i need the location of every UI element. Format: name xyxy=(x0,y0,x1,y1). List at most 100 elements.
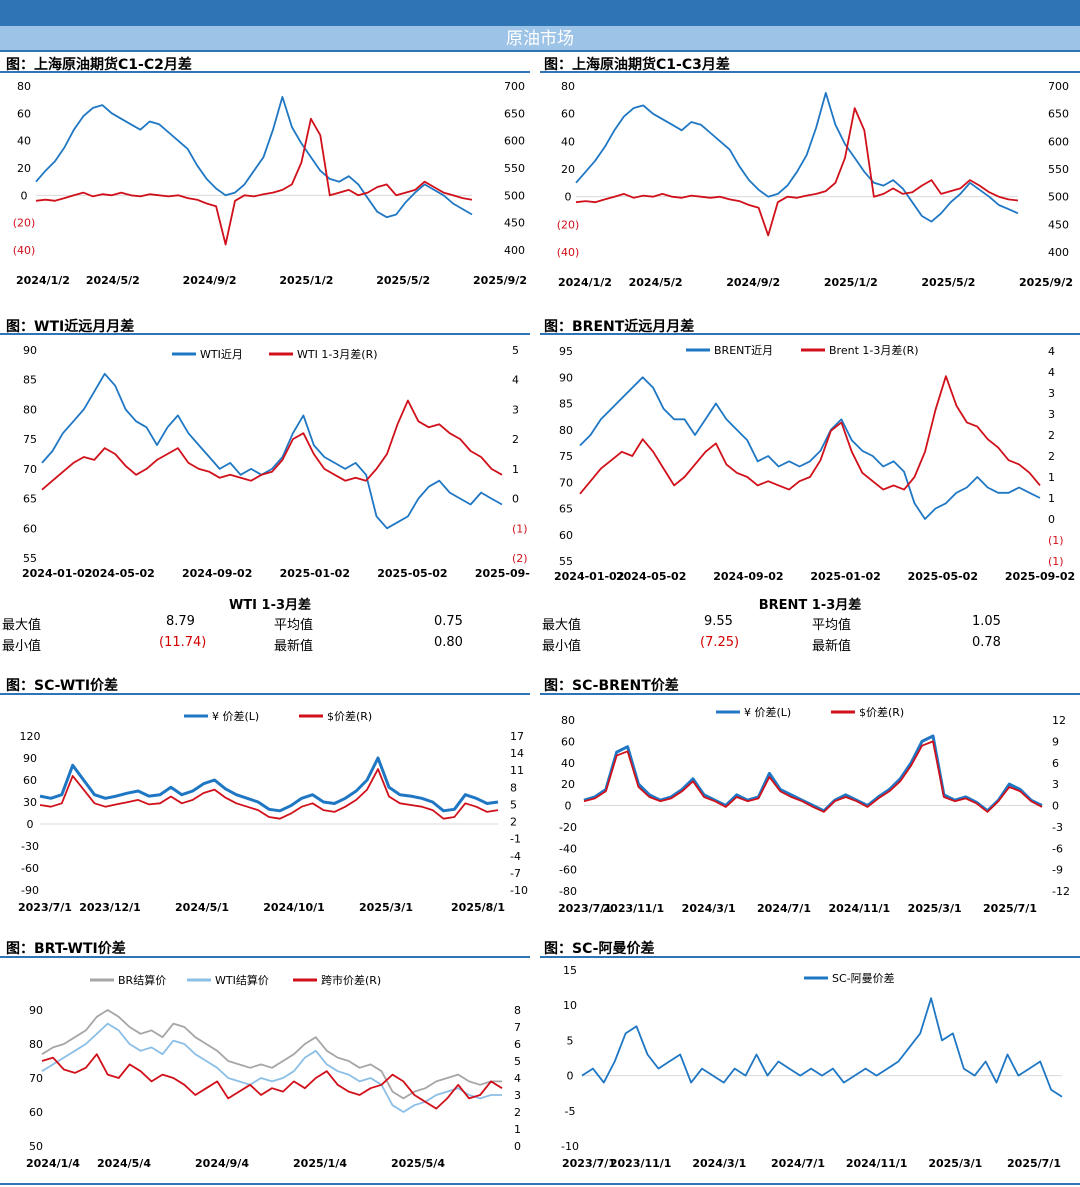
panel-title-c6: 图：SC-BRENT价差 xyxy=(544,678,679,694)
stat-value: (11.74) xyxy=(159,635,207,650)
stat-value: 0.80 xyxy=(434,635,463,650)
legend-label: $价差(R) xyxy=(327,709,372,723)
y-tick-left: -60 xyxy=(21,862,39,875)
y-tick-right: 0 xyxy=(512,493,519,506)
stat-label: 最大值 xyxy=(542,618,582,633)
y-tick-left: -5 xyxy=(565,1105,576,1118)
y-tick-right: 400 xyxy=(504,244,525,257)
y-tick-right: 2 xyxy=(514,1106,521,1119)
legend-label: BRENT近月 xyxy=(714,344,773,357)
y-tick-left: 0 xyxy=(565,800,572,813)
y-tick-right: 8 xyxy=(514,1004,521,1017)
y-tick-right: 4 xyxy=(1048,366,1055,379)
x-tick-label: 2024-09-02 xyxy=(713,570,783,583)
x-tick-label: 2025/3/1 xyxy=(908,902,962,915)
stats-heading-wti: WTI 1-3月差 xyxy=(228,598,312,613)
x-tick-label: 2024/7/1 xyxy=(757,902,811,915)
divider xyxy=(540,693,1080,695)
x-tick-label: 2025/1/2 xyxy=(824,276,878,289)
y-tick-right: 650 xyxy=(1048,108,1069,121)
x-tick-label: 2023/7/1 xyxy=(558,902,612,915)
y-tick-left: 120 xyxy=(20,730,41,743)
y-tick-right: -12 xyxy=(1052,885,1070,898)
stat-value: 0.78 xyxy=(972,635,1001,650)
panel-title-c7: 图：BRT-WTI价差 xyxy=(6,941,126,957)
y-tick-right: 4 xyxy=(514,1072,521,1085)
y-tick-right: 3 xyxy=(1048,408,1055,421)
series-line xyxy=(39,756,499,813)
series-line xyxy=(41,1053,503,1110)
legend-label: WTI近月 xyxy=(200,348,243,361)
y-tick-left: (20) xyxy=(557,218,580,231)
y-tick-right: 14 xyxy=(510,747,524,760)
bottom-divider xyxy=(0,1183,1080,1185)
legend-label: ¥ 价差(L) xyxy=(212,709,259,723)
y-tick-left: 40 xyxy=(561,757,575,770)
series-line xyxy=(41,1009,502,1100)
y-tick-right: 0 xyxy=(514,1140,521,1153)
y-tick-right: 550 xyxy=(504,162,525,175)
legend-label: $价差(R) xyxy=(859,705,904,719)
x-tick-label: 2025/5/2 xyxy=(921,276,975,289)
x-tick-label: 2024/9/4 xyxy=(195,1157,249,1170)
y-tick-right: 6 xyxy=(514,1038,521,1051)
chart-brt-wti: 90 80 70 60 50 8 7 6 5 4 3 2 1 0 2024/1/4 2024/5/4 2024/… xyxy=(26,973,521,1170)
stat-label: 最小值 xyxy=(542,639,582,654)
y-tick-left: 40 xyxy=(17,135,31,148)
y-tick-left: 90 xyxy=(23,752,37,765)
x-tick-label: 2024/9/2 xyxy=(183,274,237,287)
divider xyxy=(0,333,530,335)
stat-label: 最新值 xyxy=(812,639,852,654)
y-tick-right: 3 xyxy=(1052,778,1059,791)
y-tick-left: 30 xyxy=(23,796,37,809)
divider xyxy=(0,71,530,73)
y-tick-left: -10 xyxy=(561,1140,579,1153)
x-tick-label: 2023/7/1 xyxy=(18,901,72,914)
y-tick-left: 20 xyxy=(561,778,575,791)
y-tick-right: 9 xyxy=(1052,735,1059,748)
x-tick-label: 2024-01-02 xyxy=(22,567,92,580)
y-tick-left: (40) xyxy=(13,244,36,257)
series-line xyxy=(41,372,503,530)
series-line xyxy=(41,399,503,491)
stat-value: 8.79 xyxy=(166,614,195,629)
y-tick-right: 550 xyxy=(1048,163,1069,176)
stats-heading-brent: BRENT 1-3月差 xyxy=(758,598,862,613)
x-tick-label: 2024/7/1 xyxy=(771,1157,825,1170)
x-tick-label: 2025-09-02 xyxy=(1005,570,1075,583)
y-tick-right: 4 xyxy=(1048,345,1055,358)
y-tick-left: 75 xyxy=(23,433,37,446)
y-tick-right: 3 xyxy=(1048,387,1055,400)
panel-title-c3: 图：WTI近远月月差 xyxy=(6,319,135,335)
y-tick-left: 60 xyxy=(561,735,575,748)
panel-title-c5: 图：SC-WTI价差 xyxy=(6,678,119,694)
stat-value: (7.25) xyxy=(700,635,740,650)
y-tick-left: 60 xyxy=(23,522,37,535)
stat-value: 9.55 xyxy=(704,614,733,629)
y-tick-left: 0 xyxy=(565,191,572,204)
y-tick-left: (20) xyxy=(13,217,36,230)
panel-title-c1: 图：上海原油期货C1-C2月差 xyxy=(6,57,192,73)
y-tick-right: (1) xyxy=(512,522,528,535)
y-tick-left: 85 xyxy=(23,374,37,387)
x-tick-label: 2025-05-02 xyxy=(908,570,978,583)
y-tick-left: (40) xyxy=(557,246,580,259)
x-tick-label: 2025/8/1 xyxy=(451,901,505,914)
stat-label: 平均值 xyxy=(274,618,314,633)
x-tick-label: 2024/11/1 xyxy=(846,1157,908,1170)
x-tick-label: 2024-05-02 xyxy=(84,567,154,580)
x-tick-label: 2024/5/2 xyxy=(629,276,683,289)
y-tick-right: 5 xyxy=(510,798,517,811)
y-tick-right: 7 xyxy=(514,1021,521,1034)
x-tick-label: 2023/12/1 xyxy=(79,901,141,914)
y-tick-right: 2 xyxy=(510,816,517,829)
x-tick-label: 2024-05-02 xyxy=(616,570,686,583)
series-line xyxy=(575,91,1019,223)
y-tick-left: -90 xyxy=(21,884,39,897)
stat-value: 0.75 xyxy=(434,614,463,629)
x-tick-label: 2025/7/1 xyxy=(1007,1157,1061,1170)
x-tick-label: 2025/5/2 xyxy=(376,274,430,287)
y-tick-left: 80 xyxy=(17,80,31,93)
x-tick-label: 2025/1/4 xyxy=(293,1157,347,1170)
